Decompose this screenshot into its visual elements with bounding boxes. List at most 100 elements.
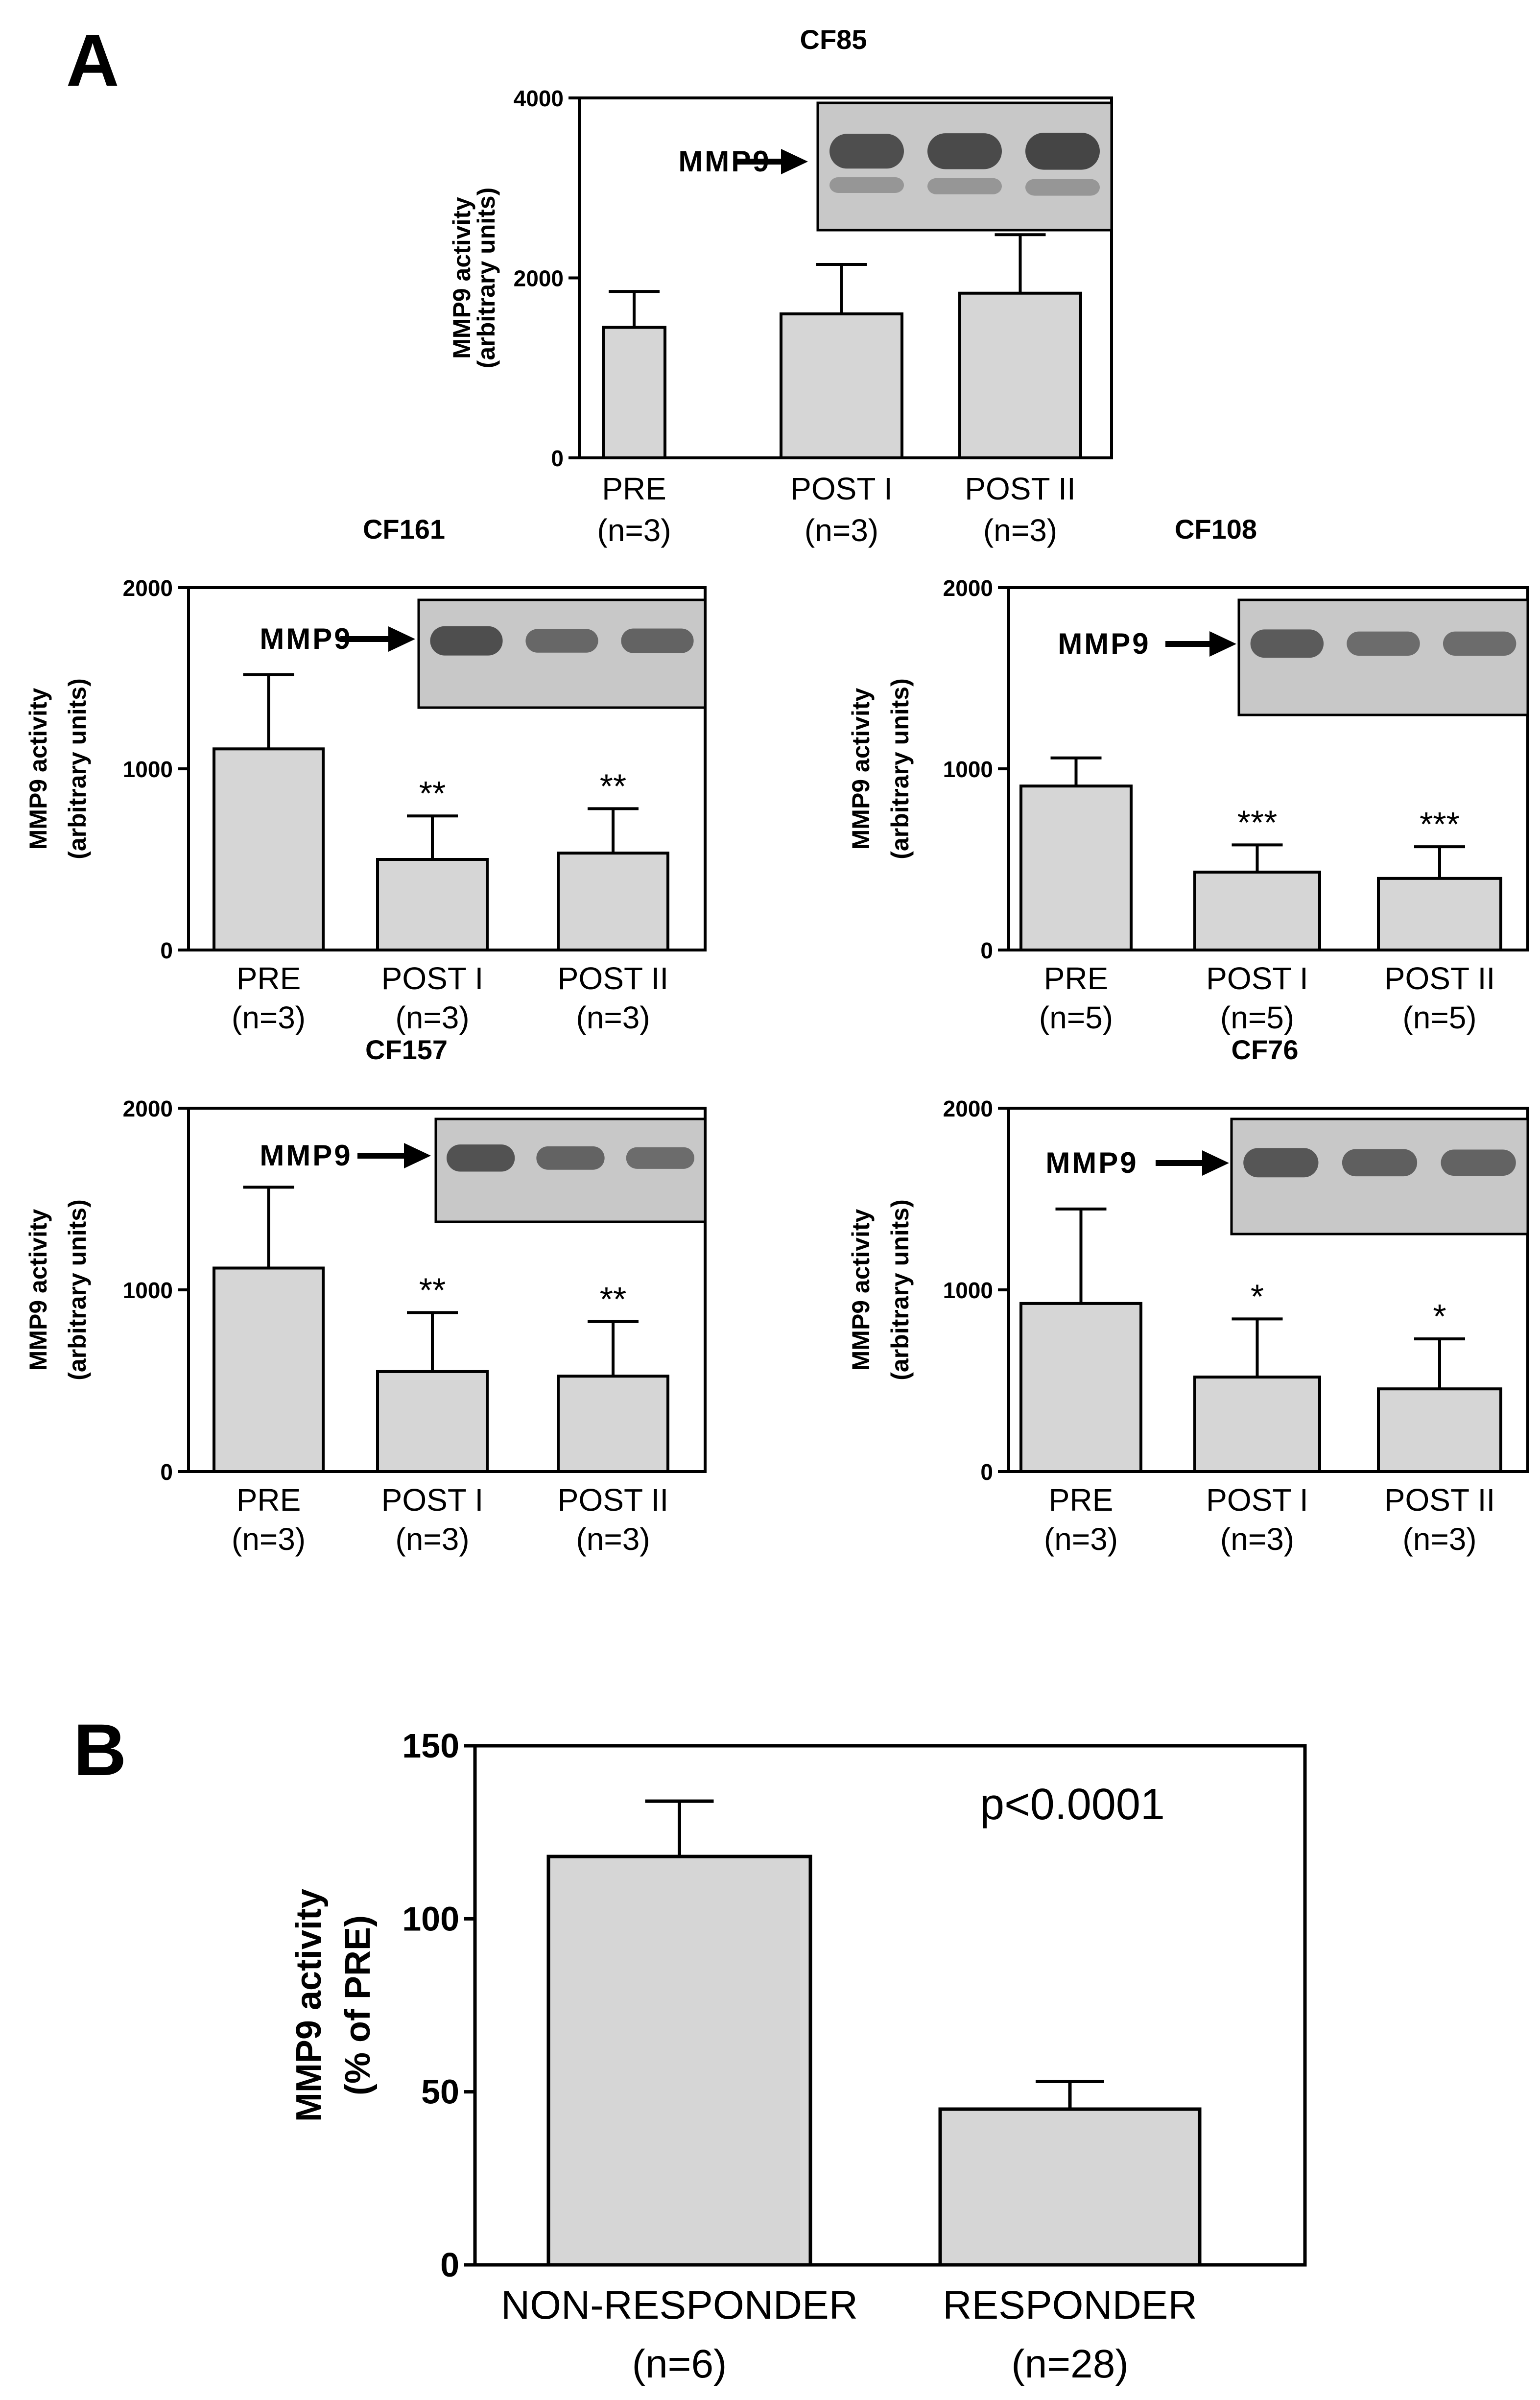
bar [1377,1387,1502,1473]
y-tick-label: 50 [421,2073,459,2111]
y-axis-label: MMP9 activity [847,1209,875,1371]
y-axis-label: (arbitrary units) [64,1199,91,1380]
bar [1377,877,1502,951]
bar [546,1854,812,2267]
sample-size-label: (n=5) [1039,1000,1113,1035]
y-tick-label: 0 [980,938,993,963]
inset-label: MMP9 [1045,1146,1138,1179]
y-tick-label: 1000 [943,757,993,782]
chart-cf108: CF108 PRE (n=5) *** POST I (n=5) *** POST II (n=… [847,514,1529,1035]
y-axis-label: MMP9 activity [24,1209,52,1371]
bar [376,1370,489,1473]
gel-band [829,134,904,169]
y-tick-label: 2000 [514,266,564,291]
x-tick-label: POST I [1206,961,1308,996]
x-tick-label: PRE [237,1482,301,1518]
gel-band [430,626,503,656]
y-axis-label: MMP9 activity [847,688,875,850]
y-tick-label: 0 [551,446,564,471]
sample-size-label: (n=3) [805,513,878,548]
p-value-annotation: p<0.0001 [980,1780,1165,1829]
x-tick-label: POST I [381,1482,484,1518]
sample-size-label: (n=5) [1402,1000,1476,1035]
gel-band [447,1144,515,1172]
gel-band [525,629,598,653]
sample-size-label: (n=5) [1220,1000,1294,1035]
sample-size-label: (n=3) [1044,1521,1118,1557]
x-tick-label: PRE [1049,1482,1114,1518]
sample-size-label: (n=3) [576,1000,650,1035]
plot-frame [473,1744,1307,2267]
bar [557,1375,669,1473]
significance-marker: * [1433,1297,1446,1335]
sample-size-label: (n=3) [576,1521,650,1557]
sample-size-label: (n=28) [1011,2342,1128,2386]
inset-label: MMP9 [1058,627,1150,660]
gel-band-secondary [1025,179,1100,196]
arrow-head [1209,631,1236,657]
gel-band [1441,1149,1516,1176]
x-tick-label: POST I [381,961,484,996]
y-axis-label: MMP9 activity [448,197,475,359]
arrow-head [388,626,415,652]
gel-band [1443,631,1516,656]
bar [213,747,325,952]
x-tick-label: POST II [965,471,1075,506]
gel-band [621,628,694,653]
significance-marker: ** [419,774,446,812]
sample-size-label: (n=3) [395,1000,469,1035]
bar [780,312,903,459]
sample-size-label: (n=6) [632,2342,727,2386]
gel-band [1250,629,1324,658]
sample-size-label: (n=3) [983,513,1057,548]
x-tick-label: POST II [1384,961,1495,996]
y-axis-label: (% of PRE) [338,1915,378,2095]
x-tick-label: PRE [602,471,666,506]
sample-size-label: (n=3) [395,1521,469,1557]
y-tick-label: 2000 [123,575,173,601]
arrow-head [404,1143,431,1168]
x-tick-label: POST II [558,1482,668,1518]
sample-size-label: (n=3) [232,1521,306,1557]
x-tick-label: POST I [790,471,893,506]
x-tick-label: NON-RESPONDER [501,2283,858,2328]
gel-band [1347,631,1420,656]
chart-title: CF157 [365,1034,448,1065]
panel-letter-b: B [73,1709,126,1791]
significance-marker: * [1251,1277,1264,1315]
y-axis-label: (arbitrary units) [64,678,91,859]
gel-band-secondary [927,178,1002,194]
y-axis-label: (arbitrary units) [886,1199,914,1380]
arrow-head [781,149,808,174]
x-tick-label: PRE [237,961,301,996]
bar [376,858,489,951]
y-tick-label: 100 [402,1900,459,1938]
sample-size-label: (n=3) [232,1000,306,1035]
y-axis-label: (arbitrary units) [473,188,500,369]
inset-label: MMP9 [260,1139,352,1172]
y-axis-label: MMP9 activity [289,1889,329,2122]
chart-title: CF85 [800,24,867,55]
y-tick-label: 0 [160,938,173,963]
gel-band [536,1146,605,1170]
x-tick-label: POST II [558,961,668,996]
y-tick-label: 0 [440,2246,459,2284]
y-tick-label: 1000 [943,1278,993,1303]
bar [1019,1302,1142,1473]
x-tick-label: RESPONDER [943,2283,1197,2328]
bar [1019,784,1133,952]
bar [938,2107,1202,2267]
x-tick-label: POST I [1206,1482,1308,1518]
panel-letter-a: A [66,19,119,101]
gel-band [927,133,1002,169]
x-tick-label: POST II [1384,1482,1495,1518]
y-tick-label: 0 [160,1459,173,1485]
significance-marker: *** [1237,803,1278,841]
gel-band [1025,132,1100,170]
sample-size-label: (n=3) [1402,1521,1476,1557]
sample-size-label: (n=3) [1220,1521,1294,1557]
chart-title: CF161 [363,514,445,545]
y-tick-label: 1000 [123,757,173,782]
